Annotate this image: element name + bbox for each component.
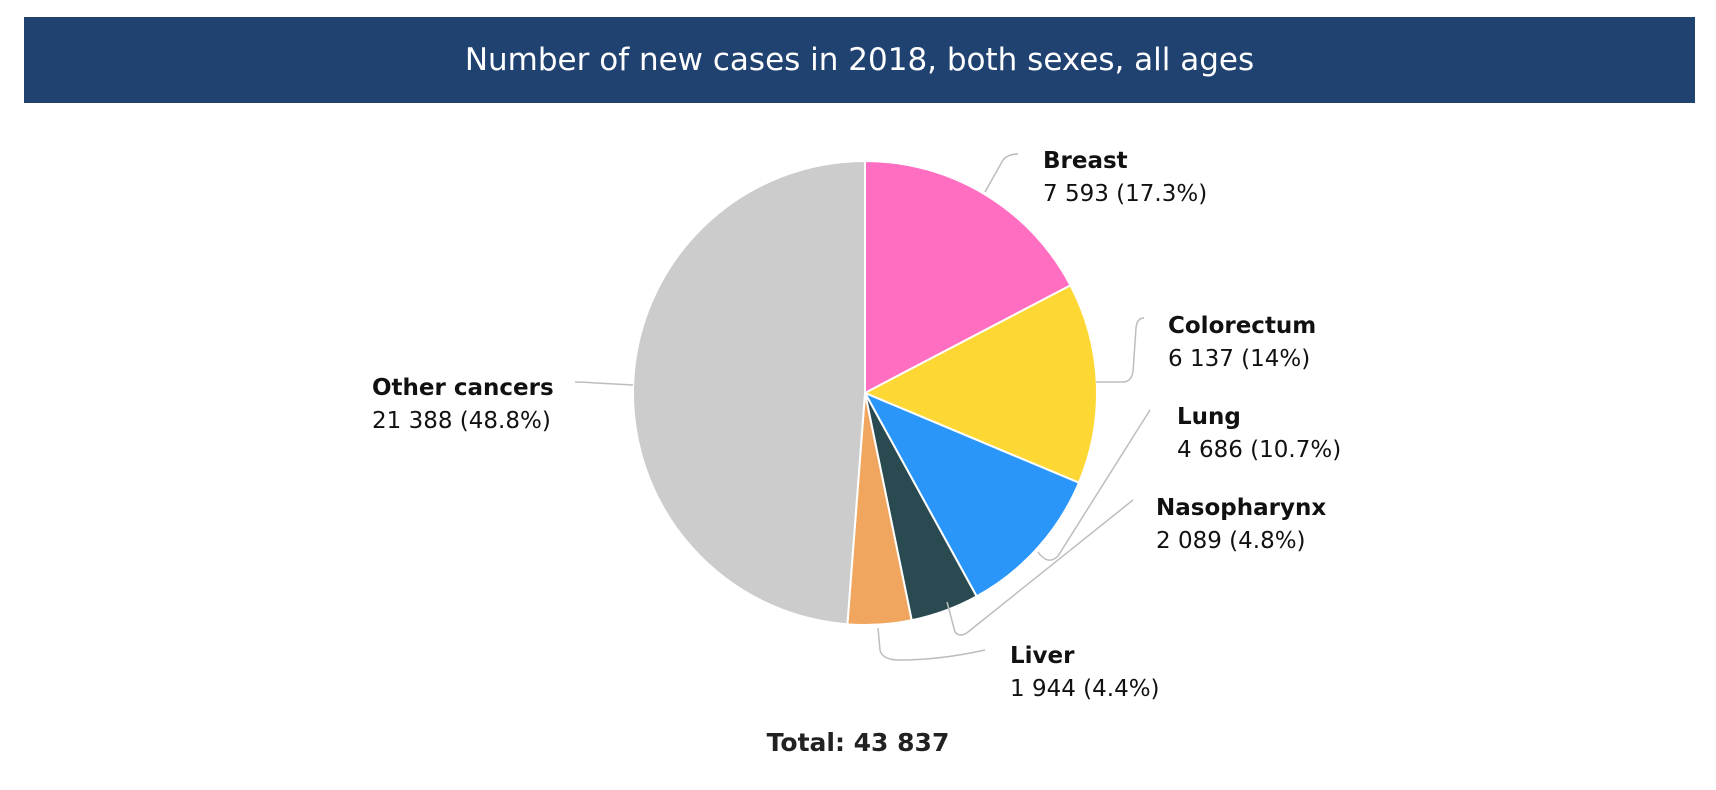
slice-label-breast: Breast bbox=[1043, 148, 1128, 174]
slice-label-lung: Lung bbox=[1177, 404, 1241, 430]
leader-line-colorectum bbox=[1096, 317, 1145, 383]
slice-value-other-cancers: 21 388 (48.8%) bbox=[372, 408, 551, 434]
pie-slice-lung[interactable] bbox=[862, 390, 1081, 598]
chart-title: Number of new cases in 2018, both sexes,… bbox=[24, 17, 1695, 103]
slice-value-colorectum: 6 137 (14%) bbox=[1168, 346, 1310, 372]
slice-label-liver: Liver bbox=[1010, 643, 1075, 669]
slice-value-lung: 4 686 (10.7%) bbox=[1177, 437, 1341, 463]
slice-value-nasopharynx: 2 089 (4.8%) bbox=[1156, 528, 1306, 554]
leader-line-breast bbox=[984, 153, 1019, 193]
pie-slice-colorectum[interactable] bbox=[862, 284, 1098, 485]
leader-line-nasopharynx bbox=[946, 499, 1134, 636]
slice-label-colorectum: Colorectum bbox=[1168, 313, 1316, 339]
slice-value-liver: 1 944 (4.4%) bbox=[1010, 676, 1160, 702]
pie-slice-breast[interactable] bbox=[864, 159, 1072, 395]
leader-line-liver bbox=[877, 627, 986, 661]
slice-label-other-cancers: Other cancers bbox=[372, 375, 554, 401]
leader-line-lung bbox=[1037, 409, 1151, 561]
total-label: Total: 43 837 bbox=[766, 728, 950, 757]
pie-slice-other-cancers[interactable] bbox=[632, 159, 866, 626]
leader-line-other-cancers bbox=[574, 381, 634, 386]
slice-value-breast: 7 593 (17.3%) bbox=[1043, 181, 1207, 207]
slice-label-nasopharynx: Nasopharynx bbox=[1156, 495, 1326, 521]
